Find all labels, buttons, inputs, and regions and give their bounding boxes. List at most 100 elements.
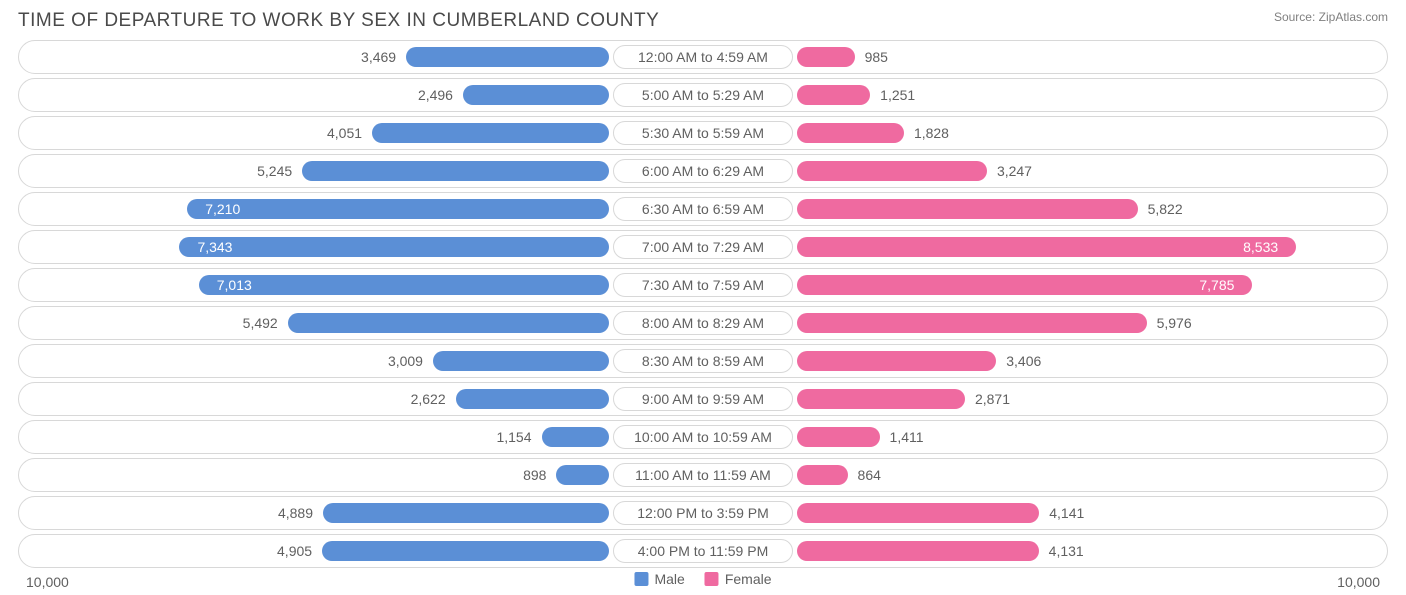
male-value: 7,210 xyxy=(195,201,250,217)
male-value: 3,009 xyxy=(378,353,433,369)
category-label: 6:00 AM to 6:29 AM xyxy=(613,159,793,183)
female-bar xyxy=(797,47,855,67)
male-value: 7,343 xyxy=(187,239,242,255)
male-bar xyxy=(302,161,609,181)
female-bar xyxy=(797,161,987,181)
female-half: 5,822 xyxy=(797,193,1382,225)
category-label: 7:30 AM to 7:59 AM xyxy=(613,273,793,297)
male-half: 5,245 xyxy=(24,155,609,187)
male-bar xyxy=(456,389,609,409)
category-label: 11:00 AM to 11:59 AM xyxy=(613,463,793,487)
category-label: 5:00 AM to 5:29 AM xyxy=(613,83,793,107)
female-bar xyxy=(797,199,1138,219)
female-bar: 7,785 xyxy=(797,275,1252,295)
axis-left-max: 10,000 xyxy=(26,574,69,590)
male-value: 5,245 xyxy=(247,163,302,179)
female-value: 1,251 xyxy=(870,87,925,103)
category-label: 8:30 AM to 8:59 AM xyxy=(613,349,793,373)
male-half: 4,905 xyxy=(24,535,609,567)
female-half: 4,141 xyxy=(797,497,1382,529)
category-label: 10:00 AM to 10:59 AM xyxy=(613,425,793,449)
female-value: 3,406 xyxy=(996,353,1051,369)
female-value: 1,411 xyxy=(880,429,934,445)
legend-label-female: Female xyxy=(725,571,772,587)
male-bar xyxy=(372,123,609,143)
category-label: 12:00 PM to 3:59 PM xyxy=(613,501,793,525)
male-bar xyxy=(556,465,609,485)
female-value: 985 xyxy=(855,49,898,65)
male-value: 7,013 xyxy=(207,277,262,293)
legend-swatch-male xyxy=(634,572,648,586)
female-value: 8,533 xyxy=(1233,239,1288,255)
chart-row: 5,245 6:00 AM to 6:29 AM 3,247 xyxy=(18,154,1388,188)
legend-item-male: Male xyxy=(634,571,684,587)
male-value: 2,622 xyxy=(401,391,456,407)
female-bar xyxy=(797,465,848,485)
female-bar: 8,533 xyxy=(797,237,1296,257)
chart-row: 7,013 7:30 AM to 7:59 AM7,785 xyxy=(18,268,1388,302)
female-half: 8,533 xyxy=(797,231,1382,263)
chart-header: TIME OF DEPARTURE TO WORK BY SEX IN CUMB… xyxy=(18,10,1388,32)
category-label: 4:00 PM to 11:59 PM xyxy=(613,539,793,563)
female-half: 4,131 xyxy=(797,535,1382,567)
male-half: 5,492 xyxy=(24,307,609,339)
category-label: 8:00 AM to 8:29 AM xyxy=(613,311,793,335)
female-bar xyxy=(797,503,1039,523)
female-half: 5,976 xyxy=(797,307,1382,339)
male-bar: 7,013 xyxy=(199,275,609,295)
category-label: 7:00 AM to 7:29 AM xyxy=(613,235,793,259)
male-value: 3,469 xyxy=(351,49,406,65)
female-bar xyxy=(797,541,1039,561)
male-half: 7,013 xyxy=(24,269,609,301)
female-half: 2,871 xyxy=(797,383,1382,415)
male-half: 1,154 xyxy=(24,421,609,453)
male-bar xyxy=(406,47,609,67)
legend-swatch-female xyxy=(705,572,719,586)
male-bar: 7,210 xyxy=(187,199,609,219)
female-half: 7,785 xyxy=(797,269,1382,301)
female-bar xyxy=(797,123,904,143)
female-bar xyxy=(797,389,965,409)
male-value: 4,905 xyxy=(267,543,322,559)
chart-row: 4,905 4:00 PM to 11:59 PM 4,131 xyxy=(18,534,1388,568)
female-value: 5,822 xyxy=(1138,201,1193,217)
chart-row: 3,009 8:30 AM to 8:59 AM 3,406 xyxy=(18,344,1388,378)
category-label: 5:30 AM to 5:59 AM xyxy=(613,121,793,145)
male-value: 2,496 xyxy=(408,87,463,103)
chart-row: 5,4928:00 AM to 8:29 AM5,976 xyxy=(18,306,1388,340)
male-value: 898 xyxy=(513,467,556,483)
female-half: 864 xyxy=(797,459,1382,491)
female-value: 4,141 xyxy=(1039,505,1094,521)
chart-row: 7,343 7:00 AM to 7:29 AM 8,533 xyxy=(18,230,1388,264)
male-half: 3,009 xyxy=(24,345,609,377)
female-half: 1,251 xyxy=(797,79,1382,111)
chart-title: TIME OF DEPARTURE TO WORK BY SEX IN CUMB… xyxy=(18,10,659,32)
male-bar xyxy=(542,427,610,447)
female-bar xyxy=(797,351,996,371)
chart-row: 4,889 12:00 PM to 3:59 PM 4,141 xyxy=(18,496,1388,530)
chart-row: 7,2106:30 AM to 6:59 AM5,822 xyxy=(18,192,1388,226)
male-half: 4,889 xyxy=(24,497,609,529)
female-value: 4,131 xyxy=(1039,543,1094,559)
male-bar xyxy=(323,503,609,523)
male-bar xyxy=(433,351,609,371)
male-value: 4,889 xyxy=(268,505,323,521)
chart-row: 2,6229:00 AM to 9:59 AM2,871 xyxy=(18,382,1388,416)
diverging-bar-chart: 3,46912:00 AM to 4:59 AM9852,4965:00 AM … xyxy=(18,40,1388,568)
legend: Male Female xyxy=(634,571,771,587)
male-half: 2,496 xyxy=(24,79,609,111)
legend-item-female: Female xyxy=(705,571,772,587)
male-half: 7,210 xyxy=(24,193,609,225)
male-bar xyxy=(463,85,609,105)
male-half: 7,343 xyxy=(24,231,609,263)
axis-right-max: 10,000 xyxy=(1337,574,1380,590)
female-bar xyxy=(797,427,880,447)
female-value: 2,871 xyxy=(965,391,1020,407)
chart-row: 4,0515:30 AM to 5:59 AM1,828 xyxy=(18,116,1388,150)
female-half: 3,406 xyxy=(797,345,1382,377)
chart-row: 1,15410:00 AM to 10:59 AM 1,411 xyxy=(18,420,1388,454)
female-value: 1,828 xyxy=(904,125,959,141)
chart-row: 898 11:00 AM to 11:59 AM864 xyxy=(18,458,1388,492)
female-value: 3,247 xyxy=(987,163,1042,179)
female-half: 1,828 xyxy=(797,117,1382,149)
